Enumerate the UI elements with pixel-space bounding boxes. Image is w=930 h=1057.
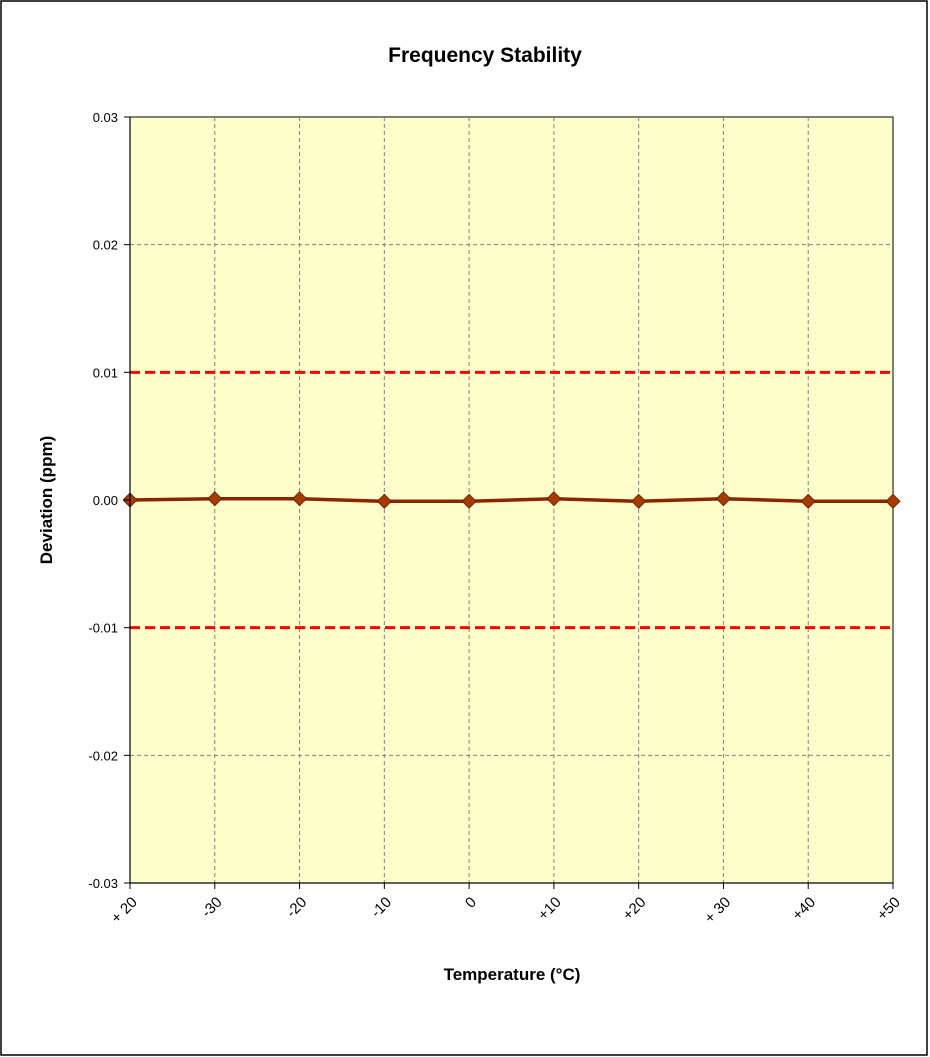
data-point-marker: [207, 491, 223, 507]
data-point-marker: [885, 493, 901, 509]
y-axis-label: Deviation (ppm): [37, 436, 56, 564]
data-point-marker: [291, 491, 308, 507]
data-point-marker: [461, 493, 477, 509]
x-axis-label: Temperature (°C): [444, 965, 581, 984]
data-point-marker: [631, 493, 647, 509]
y-tick-label: 0.00: [93, 493, 118, 508]
series-line: [129, 496, 893, 504]
y-tick-label: 0.03: [93, 110, 118, 125]
y-tick-label: -0.01: [88, 621, 118, 636]
y-axis: 0.03 0.02 0.01 0.00 -0.01 -0.02 -0.03: [88, 110, 131, 891]
limit-lines: [130, 370, 893, 630]
series-layer: [122, 491, 901, 509]
chart-title: Frequency Stability: [388, 44, 582, 67]
data-point-marker: [546, 491, 562, 507]
y-tick-label: -0.02: [88, 748, 118, 763]
data-point-marker: [715, 491, 732, 507]
y-tick-label: 0.01: [93, 365, 118, 380]
data-point-marker: [376, 493, 392, 509]
data-point-marker: [800, 493, 816, 509]
y-tick-label: 0.02: [93, 238, 118, 253]
y-tick-label: -0.03: [88, 876, 118, 891]
